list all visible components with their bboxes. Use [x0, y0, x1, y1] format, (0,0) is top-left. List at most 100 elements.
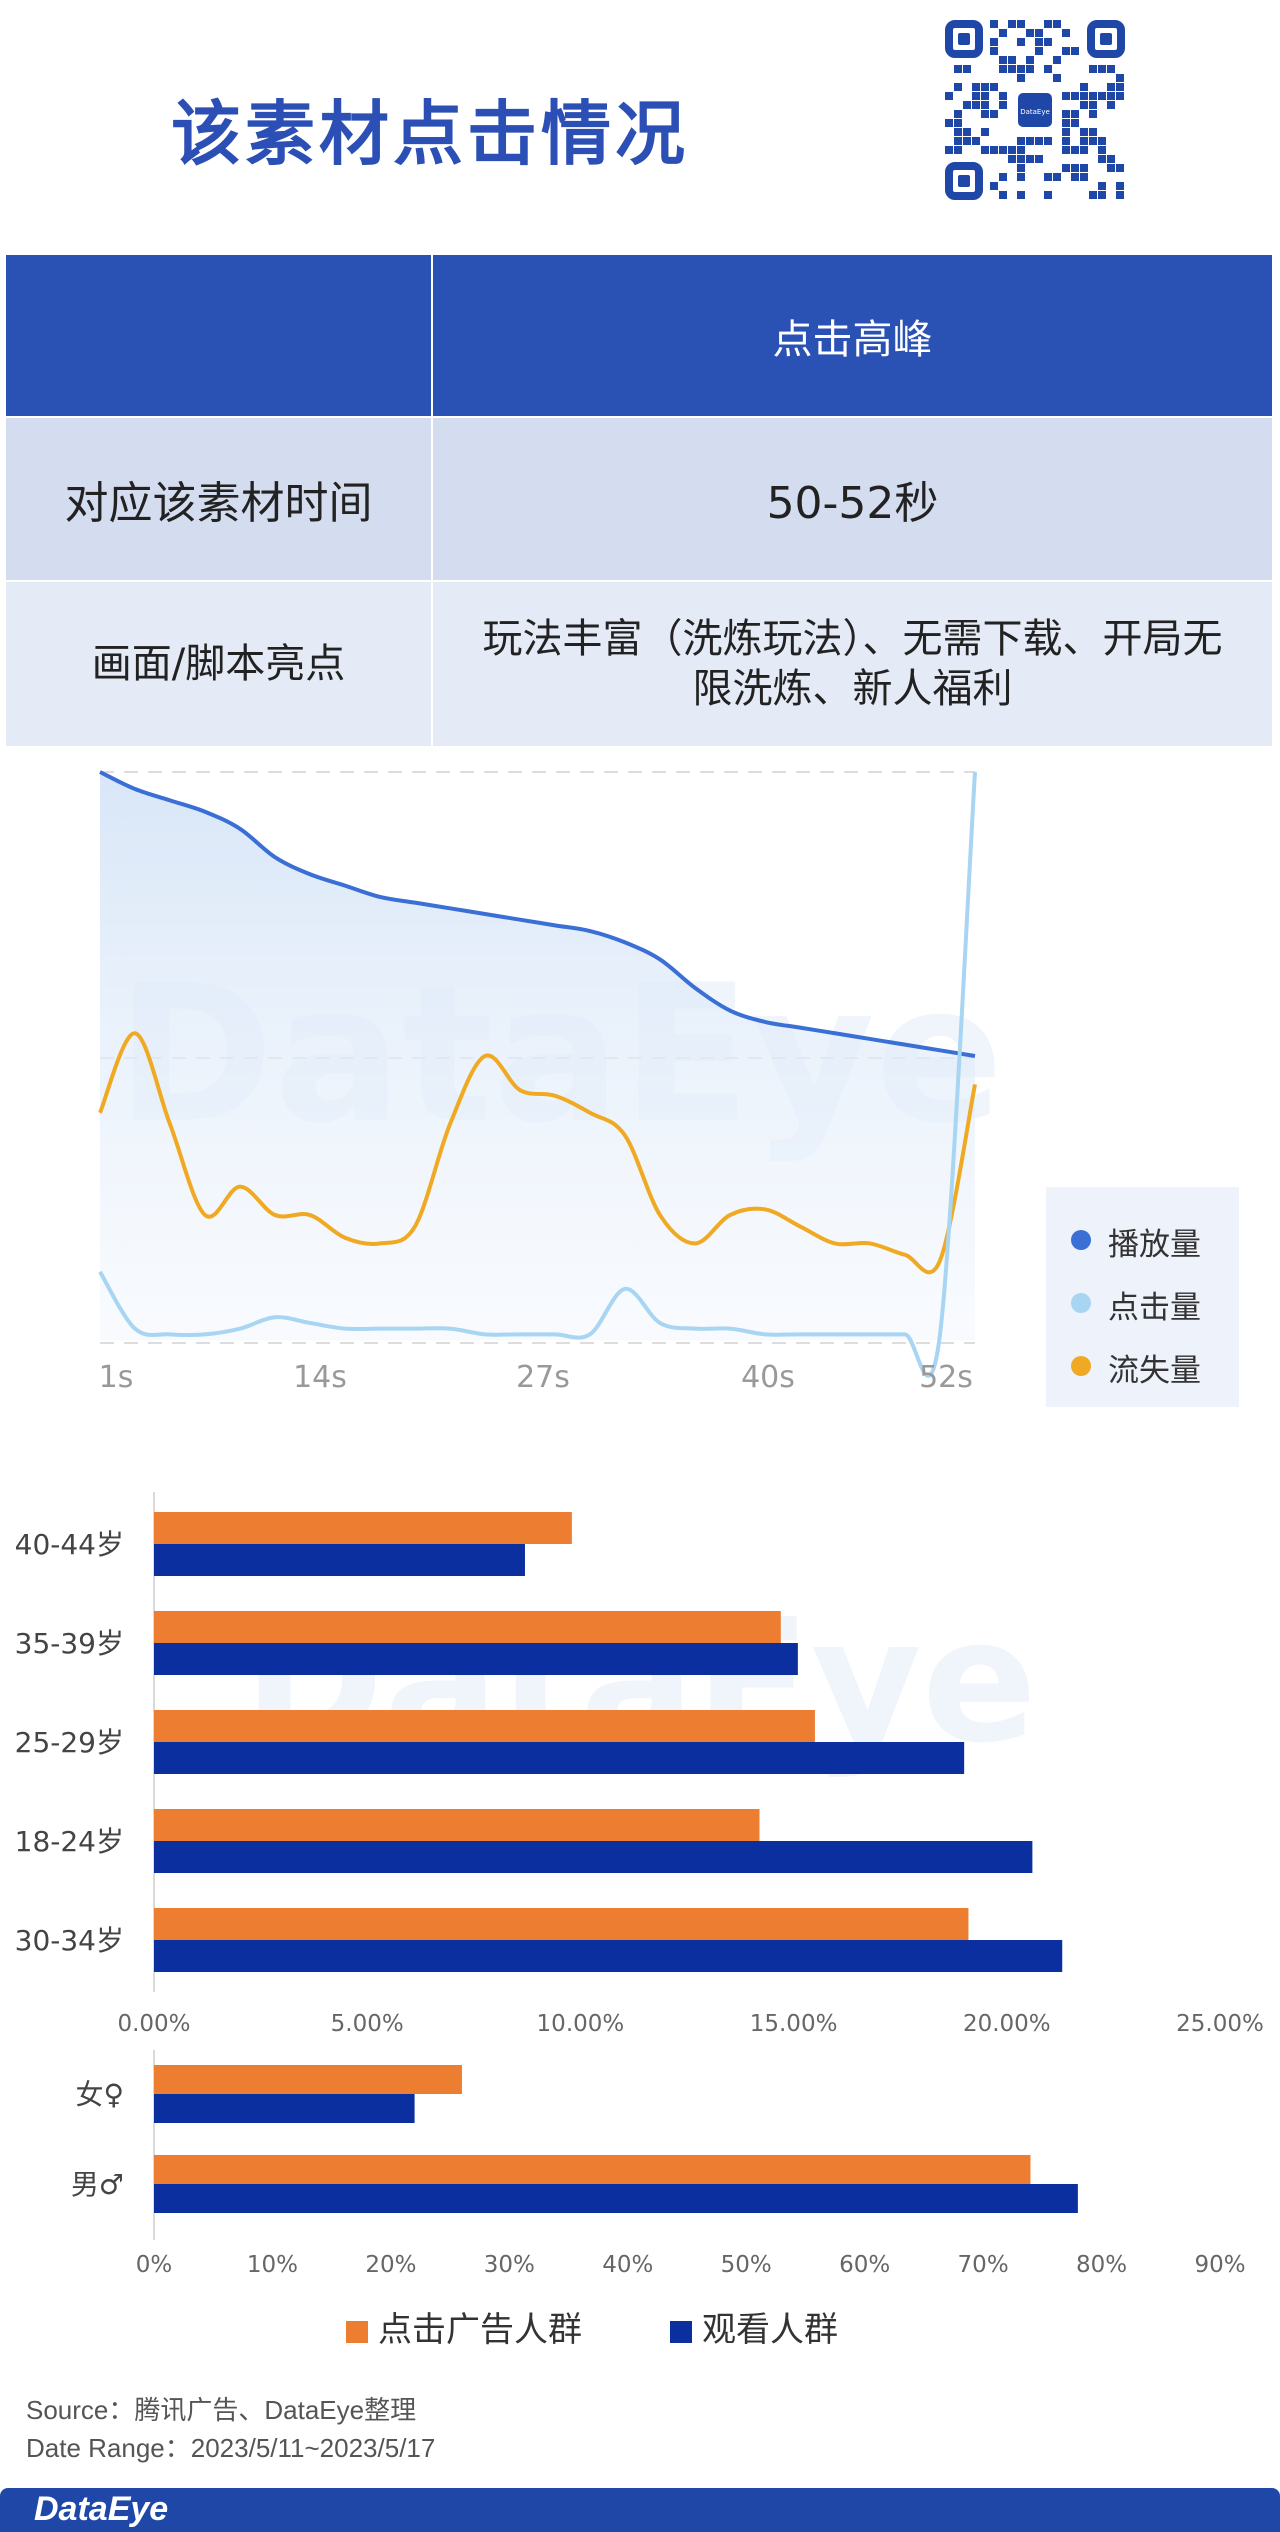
bar: [154, 1841, 1033, 1873]
qr-module: [1044, 173, 1052, 181]
qr-module: [1089, 128, 1097, 136]
row-value: 玩法丰富（洗炼玩法）、无需下载、开局无 限洗炼、新人福利: [431, 580, 1274, 748]
qr-module: [1080, 101, 1088, 109]
legend-dot-icon: [1071, 1356, 1091, 1376]
qr-module: [1017, 74, 1025, 82]
qr-module: [1044, 137, 1052, 145]
row-value-line: 玩法丰富（洗炼玩法）、无需下载、开局无: [482, 616, 1223, 662]
qr-module: [954, 83, 962, 91]
qr-module: [999, 65, 1007, 73]
legend-label: 点击广告人群: [378, 2310, 582, 2350]
x-tick-label: 10%: [247, 2252, 298, 2278]
qr-module: [1062, 137, 1070, 145]
qr-module: [1107, 65, 1115, 73]
qr-module: [1017, 173, 1025, 181]
bar: [154, 2184, 1078, 2213]
qr-module: [954, 128, 962, 136]
legend-dot-icon: [1071, 1293, 1091, 1313]
legend-square-icon: [670, 2320, 692, 2343]
qr-module: [990, 110, 998, 118]
qr-module: [1107, 164, 1115, 172]
x-tick-label: 40%: [602, 2252, 653, 2278]
gender-bar-chart: 女♀ 男♂ 0% 10% 20% 30% 40% 50% 60% 70% 80% 90%: [71, 2050, 1246, 2278]
line-chart-legend: 播放量 点击量 流失量: [1046, 1187, 1239, 1407]
qr-module: [1089, 110, 1097, 118]
qr-module: [999, 173, 1007, 181]
x-tick-label: 1s: [99, 1360, 134, 1395]
qr-logo-text: DataEye: [1020, 108, 1050, 116]
qr-module: [1098, 137, 1106, 145]
qr-module: [981, 101, 989, 109]
qr-module: [1116, 92, 1124, 100]
qr-module: [990, 38, 998, 46]
qr-module: [1017, 164, 1025, 172]
bar: [154, 1544, 525, 1576]
qr-module: [1116, 164, 1124, 172]
qr-module: [990, 146, 998, 154]
qr-module: [999, 92, 1007, 100]
qr-module: [1017, 38, 1025, 46]
qr-module: [1098, 182, 1106, 190]
x-tick-label: 25.00%: [1176, 2011, 1264, 2037]
qr-module: [954, 146, 962, 154]
qr-module: [1062, 119, 1070, 127]
qr-module: [954, 65, 962, 73]
qr-module: [1035, 29, 1043, 37]
qr-module: [1053, 173, 1061, 181]
x-tick-label: 0%: [136, 2252, 173, 2278]
qr-module: [1026, 137, 1034, 145]
qr-module: [1017, 20, 1025, 28]
qr-module: [1035, 47, 1043, 55]
x-tick-label: 60%: [839, 2252, 890, 2278]
qr-module: [1116, 83, 1124, 91]
qr-module: [999, 191, 1007, 199]
qr-module: [1008, 146, 1016, 154]
page-title: 该素材点击情况: [171, 93, 689, 175]
x-tick-label: 40s: [741, 1360, 795, 1395]
qr-module: [1089, 137, 1097, 145]
bar: [154, 1908, 969, 1940]
qr-module: [1017, 146, 1025, 154]
qr-module: [1071, 146, 1079, 154]
date-range-text: Date Range：2023/5/11~2023/5/17: [26, 2433, 436, 2463]
category-label: 18-24岁: [15, 1825, 124, 1858]
bar: [154, 1742, 965, 1774]
qr-module: [954, 137, 962, 145]
legend-item: 点击广告人群: [346, 2302, 582, 2351]
qr-module: [1062, 164, 1070, 172]
qr-module: [1071, 47, 1079, 55]
qr-module: [1089, 191, 1097, 199]
bar: [154, 1611, 781, 1643]
qr-module: [1026, 65, 1034, 73]
series-line-play: [99, 770, 976, 1058]
qr-module: [1071, 92, 1079, 100]
qr-module: [1080, 92, 1088, 100]
x-tick-label: 10.00%: [537, 2011, 625, 2037]
qr-module: [1035, 155, 1043, 163]
table-row: 画面/脚本亮点 玩法丰富（洗炼玩法）、无需下载、开局无 限洗炼、新人福利: [4, 580, 1274, 748]
qr-module: [1098, 191, 1106, 199]
qr-module: [954, 110, 962, 118]
x-tick-label: 15.00%: [750, 2011, 838, 2037]
qr-module: [1026, 155, 1034, 163]
qr-module: [1017, 191, 1025, 199]
x-tick-label: 20.00%: [963, 2011, 1051, 2037]
legend-dot-icon: [1071, 1230, 1091, 1250]
qr-module: [1080, 83, 1088, 91]
qr-module: [963, 128, 971, 136]
x-tick-label: 90%: [1194, 2252, 1245, 2278]
qr-module: [1017, 137, 1025, 145]
area-fill-play: [100, 772, 975, 1340]
qr-module: [1071, 110, 1079, 118]
qr-module: [1089, 65, 1097, 73]
qr-module: [1017, 65, 1025, 73]
category-label: 35-39岁: [15, 1627, 124, 1660]
x-tick-label: 30%: [484, 2252, 535, 2278]
qr-module: [1098, 92, 1106, 100]
qr-module: [1044, 65, 1052, 73]
bar: [154, 2065, 462, 2094]
qr-module: [1062, 110, 1070, 118]
qr-module: [981, 146, 989, 154]
